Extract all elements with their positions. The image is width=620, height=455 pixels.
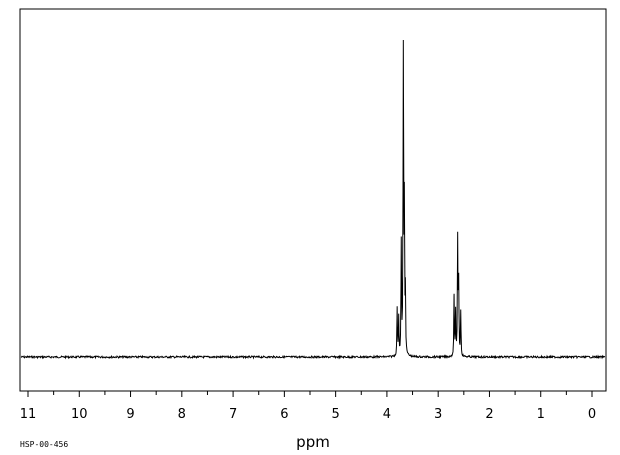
x-tick-label: 10 bbox=[71, 407, 88, 422]
x-axis-title: ppm bbox=[296, 433, 330, 451]
x-tick-label: 3 bbox=[434, 407, 442, 422]
x-tick-label: 7 bbox=[229, 407, 237, 422]
x-axis-ticks: 11 10 9 8 7 6 5 4 3 2 1 0 bbox=[20, 391, 596, 422]
x-tick-label: 6 bbox=[280, 407, 288, 422]
x-tick-label: 5 bbox=[331, 407, 339, 422]
plot-frame bbox=[19, 8, 607, 392]
x-tick-label: 9 bbox=[126, 407, 134, 422]
x-tick-label: 4 bbox=[383, 407, 391, 422]
x-tick-label: 1 bbox=[537, 407, 545, 422]
x-tick-label: 8 bbox=[178, 407, 186, 422]
x-tick-label: 11 bbox=[20, 407, 37, 422]
spectrum-trace bbox=[20, 39, 606, 360]
x-tick-label: 0 bbox=[588, 407, 596, 422]
spectrum-code-label: HSP-00-456 bbox=[20, 440, 68, 449]
x-tick-label: 2 bbox=[485, 407, 493, 422]
